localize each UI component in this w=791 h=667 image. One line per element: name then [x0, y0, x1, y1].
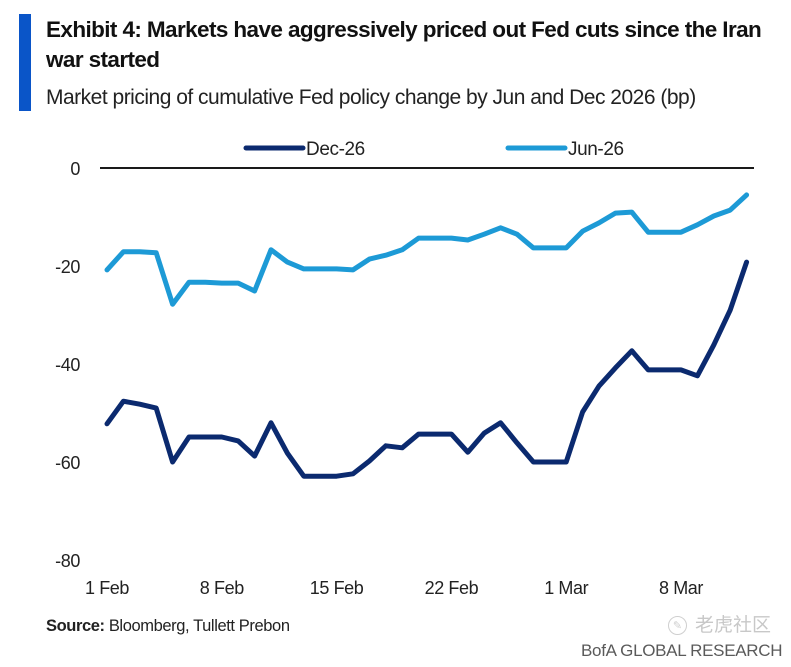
- y-tick-label: -60: [55, 453, 80, 473]
- x-tick-label: 1 Mar: [544, 578, 588, 598]
- y-tick-label: -80: [55, 551, 80, 571]
- accent-bar: [19, 14, 31, 111]
- x-tick-label: 22 Feb: [425, 578, 479, 598]
- y-tick-label: 0: [70, 159, 80, 179]
- watermark-text: 老虎社区: [695, 614, 772, 636]
- x-tick-label: 8 Feb: [200, 578, 244, 598]
- x-axis: 1 Feb 8 Feb 15 Feb 22 Feb 1 Mar 8 Mar: [85, 578, 704, 598]
- source-note: Source: Bloomberg, Tullett Prebon: [46, 617, 290, 636]
- legend-label-jun-26: Jun-26: [568, 139, 624, 160]
- x-tick-label: 8 Mar: [659, 578, 703, 598]
- series-group: [104, 192, 750, 479]
- source-label: Source:: [46, 617, 105, 635]
- legend: Dec-26 Jun-26: [243, 139, 624, 160]
- y-tick-label: -40: [55, 355, 80, 375]
- source-text: Bloomberg, Tullett Prebon: [108, 617, 290, 635]
- y-tick-label: -20: [55, 257, 80, 277]
- x-tick-label: 15 Feb: [310, 578, 364, 598]
- legend-label-dec-26: Dec-26: [306, 139, 365, 160]
- series-line-dec-26: [104, 259, 750, 479]
- watermark-icon: ✎: [668, 616, 687, 635]
- brand-label: BofA GLOBAL RESEARCH: [581, 641, 783, 660]
- y-axis: 0 -20 -40 -60 -80: [55, 159, 81, 571]
- chart-subtitle: Market pricing of cumulative Fed policy …: [46, 86, 696, 109]
- series-line-jun-26: [104, 192, 750, 307]
- chart-title: Exhibit 4: Markets have aggressively pri…: [46, 17, 762, 72]
- watermark: ✎ 老虎社区: [668, 610, 771, 637]
- x-tick-label: 1 Feb: [85, 578, 129, 598]
